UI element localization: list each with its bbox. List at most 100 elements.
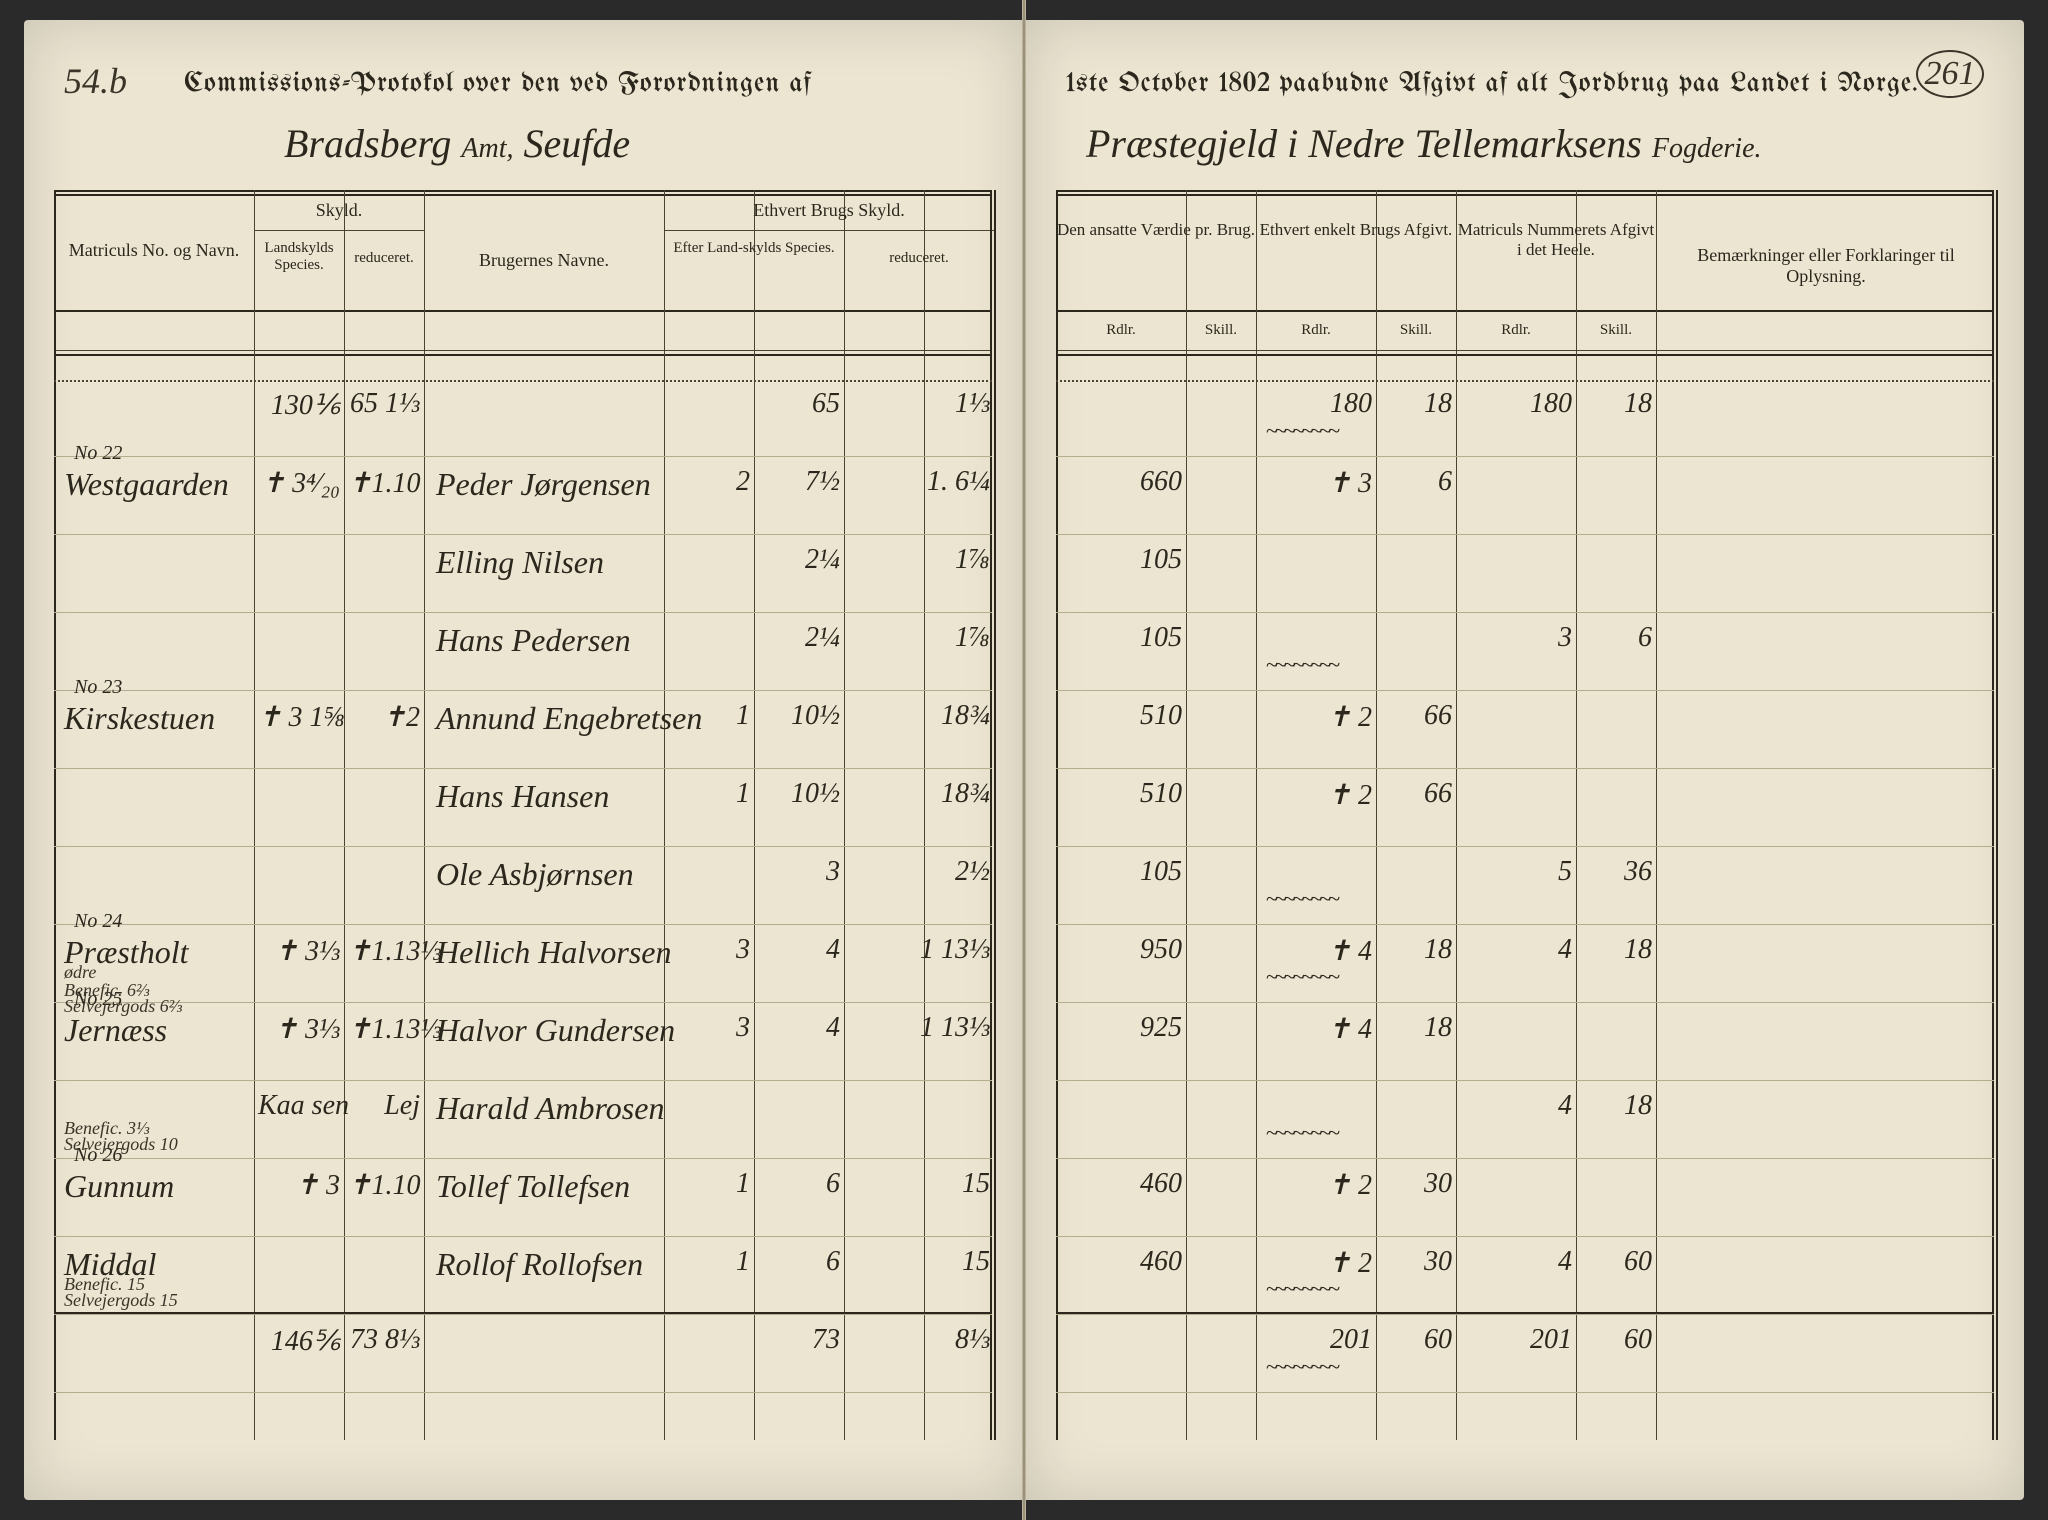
enkelt-1: ✝ 2 <box>1260 778 1372 812</box>
left-page: 54.b Commissions-Protokol over den ved F… <box>24 20 1022 1500</box>
heele-1: 4 <box>1460 1090 1572 1122</box>
enkelt-1: ✝ 4 <box>1260 1012 1372 1046</box>
col-brugere: Brugernes Navne. <box>424 250 664 271</box>
value: 105 <box>1060 544 1182 576</box>
table-right: Den ansatte Værdie pr. Brug.Ethvert enke… <box>1056 190 1994 1440</box>
bruger-name: Elling Nilsen <box>436 544 604 581</box>
brug-1: 1 <box>668 1246 750 1278</box>
wave-mark: ~~~~~~~~ <box>1266 886 1337 912</box>
col-brugs-b: reduceret. <box>844 250 994 267</box>
heele-2: 18 <box>1580 934 1652 966</box>
value: 460 <box>1060 1168 1182 1200</box>
entry-no: No 24 <box>74 910 122 933</box>
brug-1: 3 <box>668 934 750 966</box>
skyld-1: 146⅚ <box>258 1324 340 1358</box>
brug-3: 1⅓ <box>848 388 990 420</box>
brug-2: 6 <box>758 1246 840 1278</box>
heele-2: 6 <box>1580 622 1652 654</box>
amt-label: Amt, <box>461 133 513 164</box>
col-matricul: Matriculs No. og Navn. <box>64 240 244 261</box>
col-vaerdie: Den ansatte Værdie pr. Brug. <box>1056 220 1256 240</box>
margin-note: Selvejergods 6⅔ <box>64 996 182 1017</box>
skyld-2: ✝1.10 <box>348 1168 420 1202</box>
page-number-left: 54.b <box>64 60 127 102</box>
skyld-2: Lej <box>348 1090 420 1122</box>
col-sub: Skill. <box>1186 322 1256 339</box>
brug-1: 1 <box>668 778 750 810</box>
col-brugs-a: Efter Land-skylds Species. <box>664 240 844 257</box>
skyld-1: ✝ 3 1⅝ <box>258 700 340 734</box>
brug-3: 15 <box>848 1168 990 1200</box>
value: 460 <box>1060 1246 1182 1278</box>
brug-3: 18¾ <box>848 778 990 810</box>
value: 510 <box>1060 778 1182 810</box>
brug-2: 7½ <box>758 466 840 498</box>
value: 510 <box>1060 700 1182 732</box>
enkelt-2: 18 <box>1380 934 1452 966</box>
col-bemaerk: Bemærkninger eller Forklaringer til Oply… <box>1656 245 1996 287</box>
table-left: Matriculs No. og Navn.Skyld.Landskylds S… <box>54 190 992 1440</box>
skyld-1: ✝ 3⅓ <box>258 934 340 968</box>
bruger-name: Annund Engebretsen <box>436 700 702 737</box>
brug-3: 1⅞ <box>848 544 990 576</box>
heele-1: 180 <box>1460 388 1572 420</box>
brug-3: 8⅓ <box>848 1324 990 1356</box>
brug-1: 1 <box>668 1168 750 1200</box>
heele-1: 3 <box>1460 622 1572 654</box>
col-enkelt: Ethvert enkelt Brugs Afgivt. <box>1256 220 1456 240</box>
skyld-1: Kaa sen <box>258 1090 340 1122</box>
heele-2: 18 <box>1580 1090 1652 1122</box>
header-left: Commissions-Protokol over den ved Forord… <box>184 70 811 99</box>
right-page: 261 1ste October 1802 paabudne Afgivt af… <box>1026 20 2024 1500</box>
district-name: Seufde <box>524 121 631 166</box>
skyld-2: ✝1.10 <box>348 466 420 500</box>
heele-1: 5 <box>1460 856 1572 888</box>
heele-2: 60 <box>1580 1324 1652 1356</box>
heele-1: 4 <box>1460 934 1572 966</box>
brug-3: 2½ <box>848 856 990 888</box>
bruger-name: Peder Jørgensen <box>436 466 651 503</box>
enkelt-2: 30 <box>1380 1168 1452 1200</box>
brug-1: 3 <box>668 1012 750 1044</box>
col-sub: Rdlr. <box>1456 322 1576 339</box>
skyld-2: ✝2 <box>348 700 420 734</box>
margin-note: Selvejergods 10 <box>64 1134 178 1155</box>
heele-1: 201 <box>1460 1324 1572 1356</box>
brug-2: 73 <box>758 1324 840 1356</box>
brug-2: 3 <box>758 856 840 888</box>
brug-2: 10½ <box>758 778 840 810</box>
enkelt-2: 66 <box>1380 778 1452 810</box>
entry-name: Kirskestuen <box>64 700 215 737</box>
value: 105 <box>1060 856 1182 888</box>
subheader-left: Bradsberg Amt, Seufde <box>284 120 630 167</box>
heele-2: 60 <box>1580 1246 1652 1278</box>
brug-2: 65 <box>758 388 840 420</box>
heele-2: 36 <box>1580 856 1652 888</box>
col-heele: Matriculs Nummerets Afgivt i det Heele. <box>1456 220 1656 260</box>
col-skyld-a: Landskylds Species. <box>254 240 344 274</box>
col-sub: Rdlr. <box>1056 322 1186 339</box>
heele-1: 4 <box>1460 1246 1572 1278</box>
entry-no: No 23 <box>74 676 122 699</box>
enkelt-2: 18 <box>1380 388 1452 420</box>
bruger-name: Hans Hansen <box>436 778 609 815</box>
skyld-1: ✝ 3 <box>258 1168 340 1202</box>
wave-mark: ~~~~~~~~ <box>1266 1276 1337 1302</box>
col-sub: Rdlr. <box>1256 322 1376 339</box>
value: 660 <box>1060 466 1182 498</box>
entry-name: Jernæss <box>64 1012 167 1049</box>
page-number-right: 261 <box>1916 50 1984 98</box>
skyld-2: ✝1.13⅓ <box>348 1012 420 1046</box>
amt-name: Bradsberg <box>284 121 451 166</box>
enkelt-1: ✝ 4 <box>1260 934 1372 968</box>
enkelt-2: 30 <box>1380 1246 1452 1278</box>
col-skyld-b: reduceret. <box>344 250 424 267</box>
enkelt-1: ✝ 2 <box>1260 1168 1372 1202</box>
heele-2: 18 <box>1580 388 1652 420</box>
value: 925 <box>1060 1012 1182 1044</box>
fogderie-label: Fogderie. <box>1652 133 1762 164</box>
bruger-name: Rollof Rollofsen <box>436 1246 643 1283</box>
brug-2: 2¼ <box>758 544 840 576</box>
bruger-name: Halvor Gundersen <box>436 1012 675 1049</box>
margin-note: Selvejergods 15 <box>64 1290 178 1311</box>
